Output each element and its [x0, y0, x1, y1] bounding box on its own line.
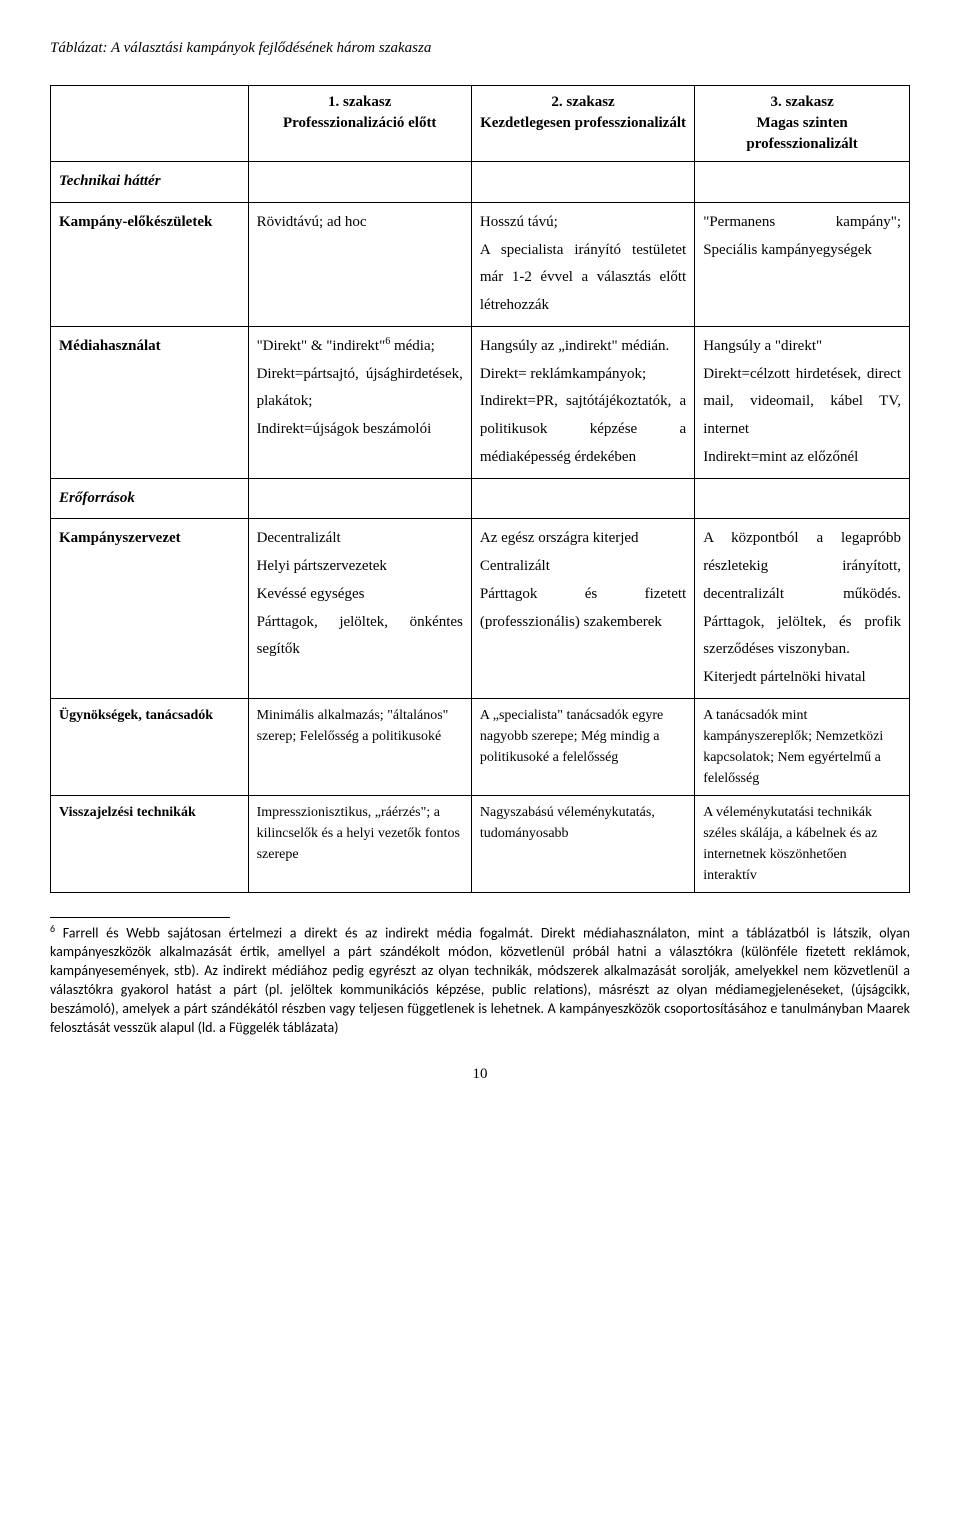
table-row: Kampányszervezet Decentralizált Helyi pá…: [51, 519, 910, 699]
row-label-visszajelzesi: Visszajelzési technikák: [51, 795, 249, 892]
page-number: 10: [50, 1066, 910, 1083]
cell: Az egész országra kiterjed Centralizált …: [471, 519, 694, 699]
header-empty: [51, 86, 249, 162]
table-row: Kampány-előkészületek Rövidtávú; ad hoc …: [51, 202, 910, 326]
row-label-ugynoksegek: Ügynökségek, tanácsadók: [51, 698, 249, 795]
row-label-kampanyszervezet: Kampányszervezet: [51, 519, 249, 699]
cell: "Permanens kampány"; Speciális kampányeg…: [695, 202, 910, 326]
section-eroforrasok: Erőforrások: [51, 478, 249, 519]
cell: "Direkt" & "indirekt"6 média;Direkt=párt…: [248, 326, 471, 478]
cell: Hosszú távú; A specialista irányító test…: [471, 202, 694, 326]
cell-empty: [248, 162, 471, 203]
row-label-mediahasznalat: Médiahasználat: [51, 326, 249, 478]
table-row: Médiahasználat "Direkt" & "indirekt"6 mé…: [51, 326, 910, 478]
cell: A véleménykutatási technikák széles skál…: [695, 795, 910, 892]
footnote: 6 Farrell és Webb sajátosan értelmezi a …: [50, 922, 910, 1038]
cell: Nagyszabású véleménykutatás, tudományosa…: [471, 795, 694, 892]
cell: A központból a legapróbb részletekig irá…: [695, 519, 910, 699]
table-row: Ügynökségek, tanácsadók Minimális alkalm…: [51, 698, 910, 795]
cell: Hangsúly a "direkt" Direkt=célzott hirde…: [695, 326, 910, 478]
cell: Rövidtávú; ad hoc: [248, 202, 471, 326]
table-title: Táblázat: A választási kampányok fejlődé…: [50, 40, 910, 57]
cell-text-part: "Direkt" & "indirekt": [257, 338, 386, 354]
cell-empty: [695, 162, 910, 203]
cell-empty: [248, 478, 471, 519]
header-col3: 3. szakasz Magas szinten professzionaliz…: [695, 86, 910, 162]
main-table: 1. szakasz Professzionalizáció előtt 2. …: [50, 85, 910, 893]
cell: Decentralizált Helyi pártszervezetek Kev…: [248, 519, 471, 699]
cell-empty: [471, 478, 694, 519]
row-label-kampany-elokeszuletek: Kampány-előkészületek: [51, 202, 249, 326]
table-row: Technikai háttér: [51, 162, 910, 203]
section-technikai: Technikai háttér: [51, 162, 249, 203]
footnote-marker: 6: [385, 336, 390, 347]
footnote-text: Farrell és Webb sajátosan értelmezi a di…: [50, 924, 910, 1035]
cell-empty: [471, 162, 694, 203]
table-row: Visszajelzési technikák Impresszioniszti…: [51, 795, 910, 892]
cell-empty: [695, 478, 910, 519]
header-col1: 1. szakasz Professzionalizáció előtt: [248, 86, 471, 162]
footnote-separator: [50, 917, 230, 918]
table-row: Erőforrások: [51, 478, 910, 519]
cell: Impresszionisztikus, „ráérzés"; a kilinc…: [248, 795, 471, 892]
footnote-number: 6: [50, 922, 55, 935]
header-col2: 2. szakasz Kezdetlegesen professzionaliz…: [471, 86, 694, 162]
cell: Minimális alkalmazás; "általános" szerep…: [248, 698, 471, 795]
cell: A „specialista" tanácsadók egyre nagyobb…: [471, 698, 694, 795]
table-row: 1. szakasz Professzionalizáció előtt 2. …: [51, 86, 910, 162]
cell: Hangsúly az „indirekt" médián. Direkt= r…: [471, 326, 694, 478]
cell: A tanácsadók mint kampányszereplők; Nemz…: [695, 698, 910, 795]
